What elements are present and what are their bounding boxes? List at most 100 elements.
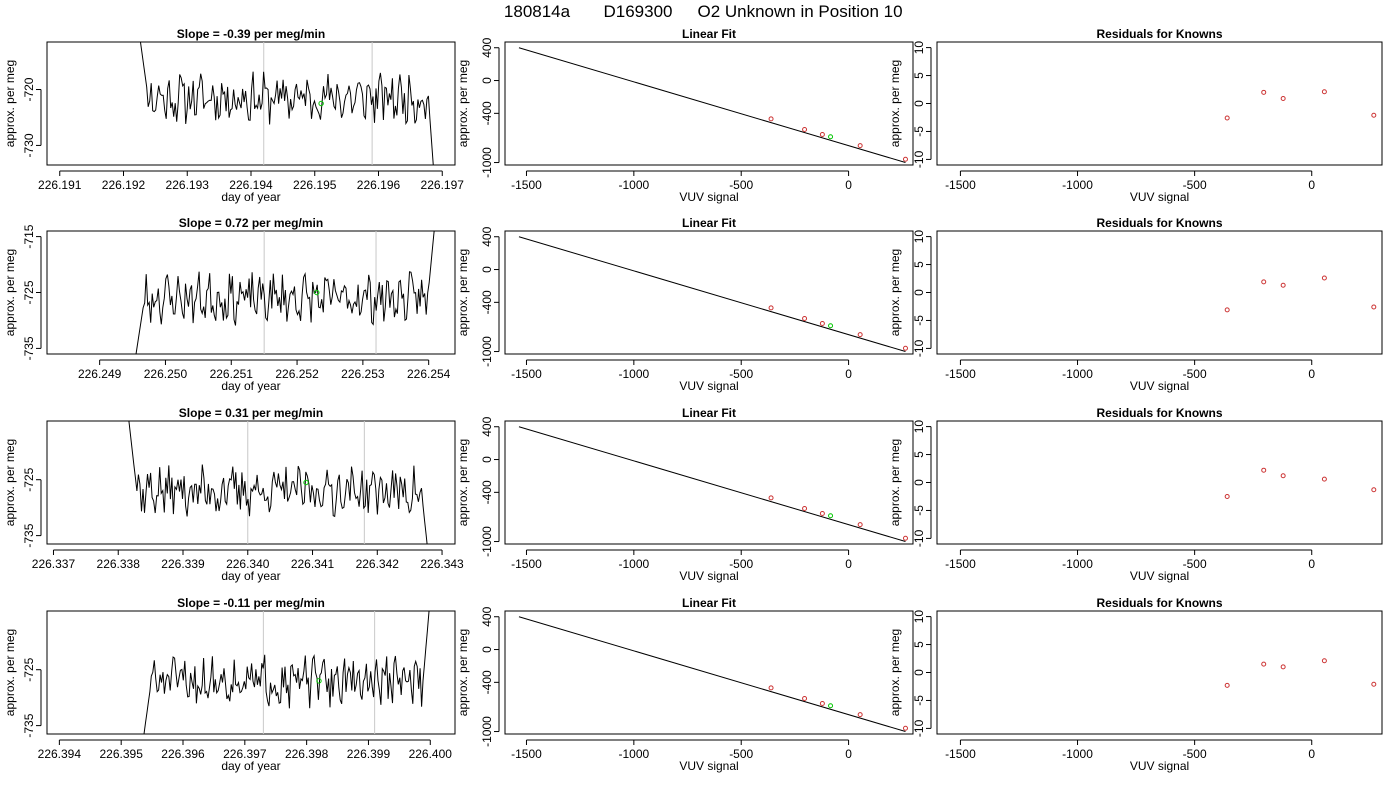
plot-area [135,231,435,354]
x-tick-label: 226.192 [102,178,146,192]
y-axis-label: approx. per meg [3,60,17,147]
y-tick-label: -400 [480,670,494,694]
panel-r2-fit: Linear Fit -1500 -1000 -500 0 VUV signal 400 0 -… [456,216,914,393]
known-point [802,505,808,511]
y-tick-label: 400 [480,606,494,626]
fit-line [518,616,906,733]
x-tick-label: 226.193 [166,178,210,192]
fit-line [518,47,906,164]
y-tick-label: 5 [912,451,926,458]
residual-point [1321,275,1327,281]
panel-title: Linear Fit [682,216,736,230]
known-point [819,131,825,137]
residual-point [1261,661,1267,667]
y-axis-label: approx. per meg [888,249,902,336]
y-tick-label: -10 [912,150,926,168]
y-tick-label: 0 [912,669,926,676]
x-tick-label: 226.196 [357,178,401,192]
known-point [857,712,863,718]
y-tick-label: 5 [912,261,926,268]
x-tick-label: -1500 [511,367,542,381]
x-tick-label: -1000 [1062,747,1093,761]
unknown-point [828,134,834,140]
x-tick-label: -1000 [1062,367,1093,381]
fit-line [518,236,906,353]
y-tick-label: -720 [22,77,36,101]
y-tick-label: 0 [912,479,926,486]
panel-r1-fit: Linear Fit -1500 -1000 -500 0 VUV signal 400 0 -… [456,27,914,204]
residual-point [1371,681,1377,687]
panel-r1-residuals: Residuals for Knowns -1500 -1000 -500 0 VUV s… [888,27,1383,204]
y-tick-label: 10 [912,230,926,244]
residual-point [1224,682,1230,688]
panel-grid: Slope = -0.39 per meg/min 226.191 226.192 2… [3,27,1383,773]
x-tick-label: 226.338 [97,557,141,571]
known-point [857,332,863,338]
x-axis-label: day of year [221,569,280,583]
unknown-point [828,703,834,709]
known-point [902,725,908,731]
x-tick-label: -1500 [945,557,976,571]
residual-point [1371,487,1377,493]
y-axis-label: approx. per meg [3,629,17,716]
residual-point [1321,89,1327,95]
y-axis-label: approx. per meg [3,249,17,336]
x-tick-label: -1500 [511,557,542,571]
plot-area [139,42,434,165]
plot-frame [504,610,914,735]
plot-frame [936,610,1383,735]
residual-point [1280,282,1286,288]
x-tick-label: 226.253 [341,367,385,381]
x-tick-label: 226.400 [409,747,453,761]
residual-point [1280,473,1286,479]
y-tick-label: -5 [912,695,926,706]
x-tick-label: -1500 [945,178,976,192]
y-tick-label: 10 [912,610,926,624]
plot-frame [504,41,914,166]
x-tick-label: -500 [1183,557,1207,571]
trace-line [143,611,430,734]
known-point [819,510,825,516]
figure-title-description: O2 Unknown in Position 10 [697,2,902,21]
residual-point [1321,658,1327,664]
known-point [902,156,908,162]
fit-line [518,426,906,543]
x-tick-label: -1000 [618,178,649,192]
x-tick-label: 0 [1308,557,1315,571]
residual-point [1371,112,1377,118]
y-tick-label: -735 [22,523,36,547]
panel-title: Slope = 0.72 per meg/min [179,216,323,230]
panel-r1-trace: Slope = -0.39 per meg/min 226.191 226.192 2… [3,27,464,204]
x-tick-label: 0 [845,367,852,381]
x-axis-label: VUV signal [679,190,738,204]
known-point [768,685,774,691]
y-tick-label: -715 [22,224,36,248]
known-point [802,126,808,132]
y-tick-label: -400 [480,290,494,314]
plot-area [518,426,908,543]
y-axis-label: approx. per meg [3,439,17,526]
y-tick-label: -10 [912,719,926,737]
known-point [857,143,863,149]
panel-r3-residuals: Residuals for Knowns -1500 -1000 -500 0 VUV s… [888,406,1383,583]
panel-r4-trace: Slope = -0.11 per meg/min 226.394 226.395 2… [3,596,456,773]
y-tick-label: 0 [480,456,494,463]
y-axis-label: approx. per meg [888,629,902,716]
x-tick-label: 226.341 [291,557,335,571]
y-tick-label: -725 [22,280,36,304]
x-axis-label: VUV signal [1130,569,1189,583]
trace-line [128,421,428,544]
plot-area [1224,275,1377,313]
panel-title: Linear Fit [682,27,736,41]
x-tick-label: -500 [729,747,753,761]
known-point [802,695,808,701]
y-tick-label: 0 [480,646,494,653]
trace-line [135,231,435,354]
y-tick-label: -725 [22,467,36,491]
x-tick-label: -500 [729,367,753,381]
y-axis-label: approx. per meg [456,249,470,336]
x-axis-label: VUV signal [1130,379,1189,393]
plot-area [518,236,908,353]
panel-r3-trace: Slope = 0.31 per meg/min 226.337 226.338 22… [3,406,464,583]
